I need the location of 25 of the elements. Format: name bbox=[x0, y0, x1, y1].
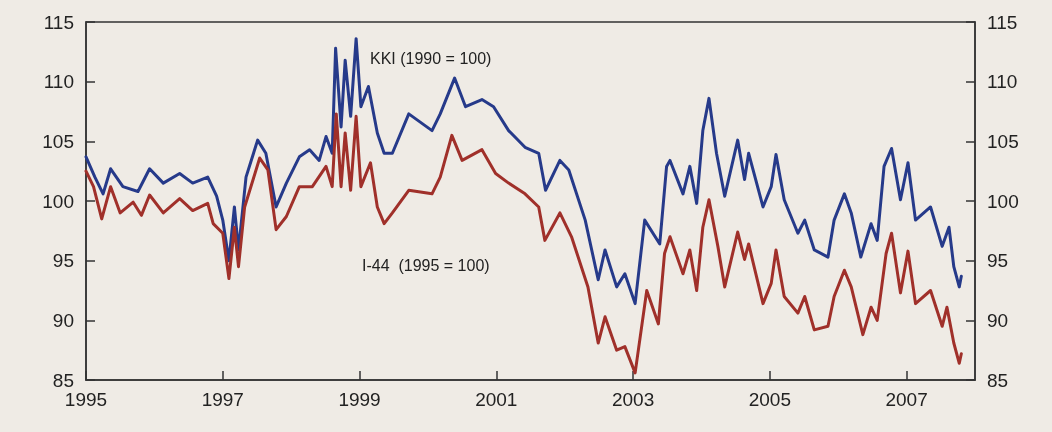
y2-tick-label: 95 bbox=[987, 250, 1009, 272]
x-tick-label: 1995 bbox=[64, 389, 108, 410]
y2-tick-label: 110 bbox=[987, 71, 1018, 93]
y2-tick-label: 105 bbox=[987, 130, 1019, 152]
annotation: KKI (1990 = 100) bbox=[370, 49, 492, 67]
y-tick-label: 100 bbox=[42, 190, 74, 212]
y2-tick-label: 85 bbox=[987, 369, 1009, 391]
x-tick-label: 2005 bbox=[748, 389, 791, 410]
x-tick-label: 2007 bbox=[885, 389, 928, 410]
y-tick-label: 85 bbox=[52, 369, 74, 391]
y-tick-label: 105 bbox=[42, 130, 74, 152]
y2-tick-label: 90 bbox=[987, 309, 1009, 331]
x-tick-label: 1999 bbox=[338, 389, 381, 410]
y2-tick-label: 115 bbox=[987, 11, 1018, 33]
x-tick-label: 1997 bbox=[201, 389, 244, 410]
y2-tick-label: 100 bbox=[987, 190, 1019, 212]
line-series bbox=[84, 112, 963, 375]
y-tick-label: 95 bbox=[52, 250, 74, 272]
x-tick-label: 2001 bbox=[475, 389, 518, 410]
annotation: I-44 (1995 = 100) bbox=[362, 256, 490, 274]
y-tick-label: 90 bbox=[52, 309, 74, 331]
y-tick-label: 115 bbox=[43, 11, 74, 33]
y-tick-label: 110 bbox=[43, 71, 74, 93]
line-series bbox=[84, 37, 963, 306]
x-tick-label: 2003 bbox=[611, 389, 655, 410]
